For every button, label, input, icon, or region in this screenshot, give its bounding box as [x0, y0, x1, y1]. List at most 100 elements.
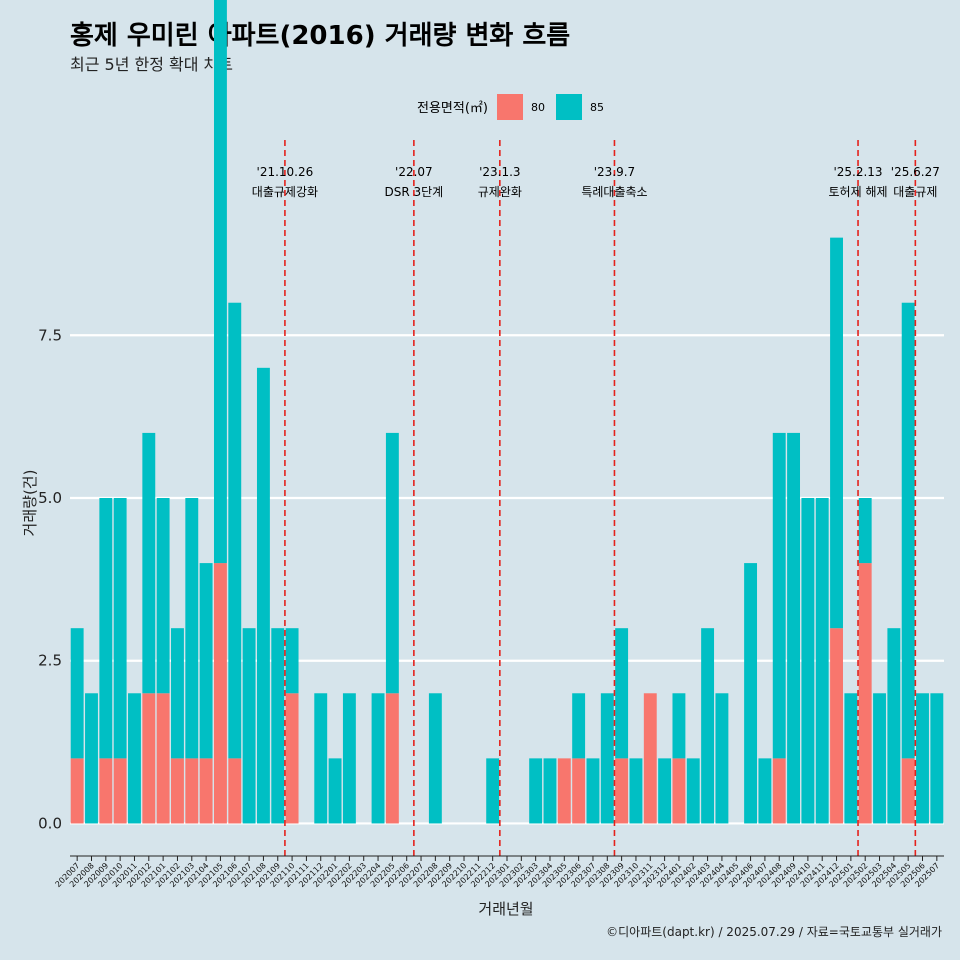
bar-85-202107 [242, 628, 256, 824]
bar-85-202401 [672, 693, 686, 759]
bar-80-202106 [228, 758, 242, 824]
chart-subtitle: 최근 5년 한정 확대 차트 [70, 55, 233, 74]
bar-85-202303 [529, 758, 543, 824]
legend-swatch-80 [497, 94, 523, 120]
bar-80-202103 [185, 758, 199, 824]
bar-85-202501 [844, 693, 858, 824]
event-markers: '21.10.26 대출규제강화 '22.07 DSR 3단계 '23.1.3 규제완화 '… [252, 140, 940, 856]
bar-80-202401 [672, 758, 686, 824]
bar-85-202104 [199, 563, 213, 759]
bar-85-202110 [285, 628, 299, 694]
chart-title: 홍제 우미린 아파트(2016) 거래량 변화 흐름 [70, 21, 570, 51]
bar-85-202010 [113, 498, 127, 759]
bar-85-202507 [930, 693, 944, 824]
bar-85-202505 [901, 302, 915, 759]
bar-80-202012 [142, 693, 156, 824]
bar-80-202009 [99, 758, 113, 824]
bar-85-202011 [128, 693, 141, 824]
bars [70, 0, 944, 824]
bar-85-202503 [873, 693, 886, 824]
bar-85-202101 [156, 498, 170, 694]
bar-85-202411 [815, 498, 829, 824]
bar-85-202105 [213, 0, 227, 564]
event-date-label: '25.6.27 [891, 165, 940, 179]
bar-80-202205 [385, 693, 399, 824]
bar-85-202308 [600, 693, 614, 824]
bar-85-202307 [586, 758, 600, 824]
legend-swatch-85 [556, 94, 582, 120]
bar-80-202305 [557, 758, 571, 824]
bar-85-202008 [85, 693, 98, 824]
bar-85-202009 [99, 498, 113, 759]
bar-85-202204 [371, 693, 385, 824]
y-tick-label: 0.0 [38, 814, 62, 832]
legend-title: 전용면적(㎡) [417, 101, 488, 116]
y-tick-label: 7.5 [38, 326, 62, 344]
chart-caption: ©디아파트(dapt.kr) / 2025.07.29 / 자료=국토교통부 실… [606, 925, 942, 939]
bar-85-202103 [185, 498, 199, 759]
bar-80-202104 [199, 758, 213, 824]
bar-85-202108 [256, 367, 270, 824]
bar-85-202208 [428, 693, 442, 824]
bar-80-202010 [113, 758, 127, 824]
bar-85-202012 [142, 432, 156, 694]
bar-85-202404 [715, 693, 729, 824]
bar-80-202110 [285, 693, 299, 824]
bar-80-202505 [901, 758, 915, 824]
bar-85-202106 [228, 302, 242, 759]
bar-85-202007 [70, 628, 84, 759]
bar-85-202309 [615, 628, 629, 759]
bar-85-202312 [658, 758, 672, 824]
bar-80-202007 [70, 758, 84, 824]
bar-85-202402 [686, 758, 700, 824]
bar-85-202212 [486, 758, 500, 824]
bar-80-202412 [830, 628, 843, 824]
bar-85-202412 [830, 237, 843, 629]
bar-80-202105 [213, 563, 227, 824]
y-tick-label: 5.0 [38, 489, 62, 507]
bar-85-202304 [543, 758, 557, 824]
legend-label-80: 80 [531, 101, 545, 114]
event-date-label: '25.2.13 [833, 165, 882, 179]
bar-80-202102 [171, 758, 184, 824]
bar-85-202310 [629, 758, 643, 824]
bar-85-202407 [758, 758, 772, 824]
bar-80-202306 [572, 758, 586, 824]
bar-85-202502 [858, 498, 872, 564]
event-date-label: '21.10.26 [257, 165, 314, 179]
event-date-label: '22.07 [395, 165, 433, 179]
bar-85-202504 [887, 628, 901, 824]
bar-85-202202 [342, 693, 356, 824]
legend-label-85: 85 [590, 101, 604, 114]
bar-80-202101 [156, 693, 170, 824]
bar-85-202109 [271, 628, 285, 824]
y-tick-label: 2.5 [38, 652, 62, 670]
y-axis-title: 거래량(건) [21, 470, 39, 537]
x-axis-title: 거래년월 [478, 900, 533, 918]
bar-80-202502 [858, 563, 872, 824]
bar-80-202408 [772, 758, 786, 824]
bar-85-202506 [916, 693, 929, 824]
bar-85-202112 [314, 693, 328, 824]
bar-85-202201 [328, 758, 342, 824]
bar-85-202409 [787, 432, 801, 824]
bar-85-202306 [572, 693, 586, 759]
event-date-label: '23.1.3 [479, 165, 520, 179]
bar-85-202205 [385, 432, 399, 694]
event-date-label: '23.9.7 [594, 165, 635, 179]
bar-85-202408 [772, 432, 786, 759]
event-desc-label: 대출규제강화 [252, 185, 318, 199]
bar-85-202403 [701, 628, 715, 824]
event-desc-label: DSR 3단계 [385, 185, 444, 199]
bar-85-202406 [744, 563, 758, 824]
event-desc-label: 특례대출축소 [581, 185, 647, 199]
bar-85-202102 [171, 628, 184, 759]
event-desc-label: 규제완화 [478, 185, 522, 199]
event-desc-label: 토허제 해제 [829, 185, 888, 199]
bar-80-202309 [615, 758, 629, 824]
bar-85-202410 [801, 498, 815, 824]
bar-80-202311 [643, 693, 657, 824]
event-desc-label: 대출규제 [893, 185, 937, 199]
